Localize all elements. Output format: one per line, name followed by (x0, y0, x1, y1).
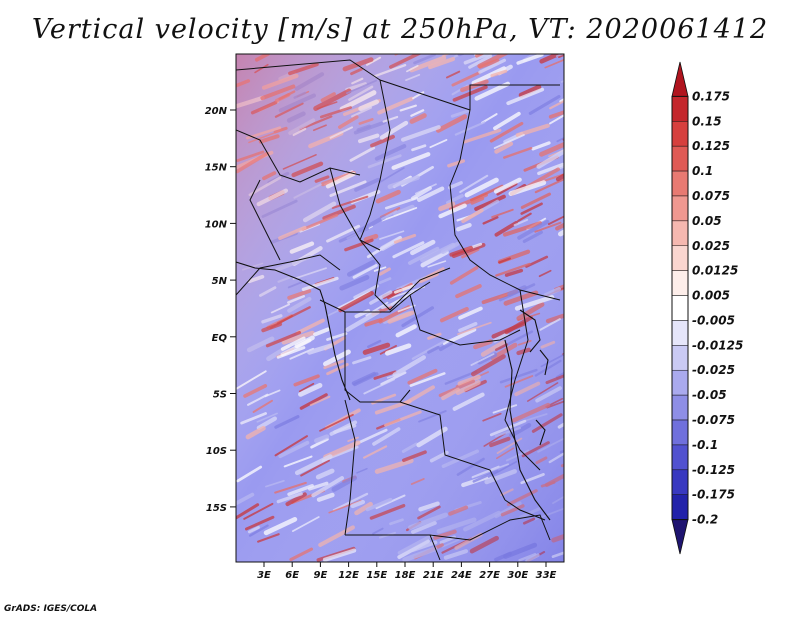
colorbar-bin (671, 469, 689, 495)
colorbar-bin (671, 494, 689, 520)
colorbar-label: 0.1 (692, 164, 713, 178)
colorbar-bin (671, 245, 689, 271)
colorbar-label: 0.15 (692, 114, 722, 128)
colorbar-label: 0.175 (692, 89, 730, 103)
colorbar-bin (671, 170, 689, 197)
colorbar-label: -0.125 (692, 463, 735, 477)
colorbar: 0.175 0.15 0.125 0.1 0.075 0.05 0.025 0.0125 0.0… (671, 61, 743, 555)
lon-tick-label: 18E (395, 570, 416, 581)
lon-tick-label: 3E (257, 570, 271, 581)
colorbar-bin (671, 394, 689, 421)
colorbar-label: -0.2 (692, 513, 718, 527)
lat-tick-label: 10N (205, 219, 228, 230)
lon-tick-label: 12E (338, 570, 359, 581)
latitude-axis: 20N 15N 10N 5N EQ 5S 10S 15S (205, 106, 236, 514)
colorbar-bin (671, 220, 689, 247)
colorbar-label: -0.075 (692, 413, 735, 427)
lat-tick-label: 5S (213, 390, 227, 401)
lon-tick-label: 30E (507, 570, 528, 581)
colorbar-label: 0.0125 (692, 264, 738, 278)
lon-tick-label: 6E (285, 570, 299, 581)
colorbar-bin (671, 369, 689, 396)
colorbar-label: -0.1 (692, 438, 718, 452)
colorbar-top-arrow (671, 61, 689, 97)
credit-label: GrADS: IGES/COLA (4, 604, 98, 614)
colorbar-label: -0.0125 (692, 338, 743, 352)
colorbar-bin (671, 444, 689, 471)
longitude-axis: 3E 6E 9E 12E 15E 18E 21E 24E 27E 30E 33E (257, 562, 557, 581)
colorbar-label: -0.05 (692, 388, 727, 402)
lat-tick-label: 15N (205, 163, 228, 174)
colorbar-bin (671, 96, 689, 122)
lon-tick-label: 33E (536, 570, 557, 581)
country-borders (236, 59, 561, 561)
map-frame (235, 53, 565, 563)
colorbar-bin (671, 345, 689, 371)
colorbar-bin (671, 419, 689, 446)
lat-tick-label: 5N (212, 276, 228, 287)
colorbar-label: 0.125 (692, 139, 730, 153)
lat-tick-label: 15S (206, 503, 227, 514)
colorbar-label: 0.05 (692, 214, 722, 228)
lon-tick-label: 27E (479, 570, 500, 581)
colorbar-bin (671, 195, 689, 222)
lon-tick-label: 9E (314, 570, 328, 581)
colorbar-bin (671, 145, 689, 172)
velocity-field (236, 54, 564, 562)
colorbar-label: -0.175 (692, 488, 735, 502)
lon-tick-label: 15E (366, 570, 387, 581)
lon-tick-label: 24E (451, 570, 472, 581)
lat-tick-label: 10S (206, 446, 227, 457)
colorbar-label: -0.005 (692, 313, 735, 327)
colorbar-bin (671, 295, 689, 321)
colorbar-bottom-arrow (671, 519, 689, 555)
colorbar-bin (671, 121, 689, 147)
colorbar-label: 0.075 (692, 189, 730, 203)
chart-title: Vertical velocity [m/s] at 250hPa, VT: 2… (31, 14, 769, 45)
lat-tick-label: EQ (212, 333, 228, 344)
colorbar-label: 0.005 (692, 289, 730, 303)
lat-tick-label: 20N (205, 106, 228, 117)
colorbar-label: 0.025 (692, 239, 730, 253)
colorbar-bin (671, 320, 689, 346)
lon-tick-label: 21E (423, 570, 444, 581)
colorbar-label: -0.025 (692, 363, 735, 377)
coastline (236, 261, 551, 521)
colorbar-bin (671, 270, 689, 296)
